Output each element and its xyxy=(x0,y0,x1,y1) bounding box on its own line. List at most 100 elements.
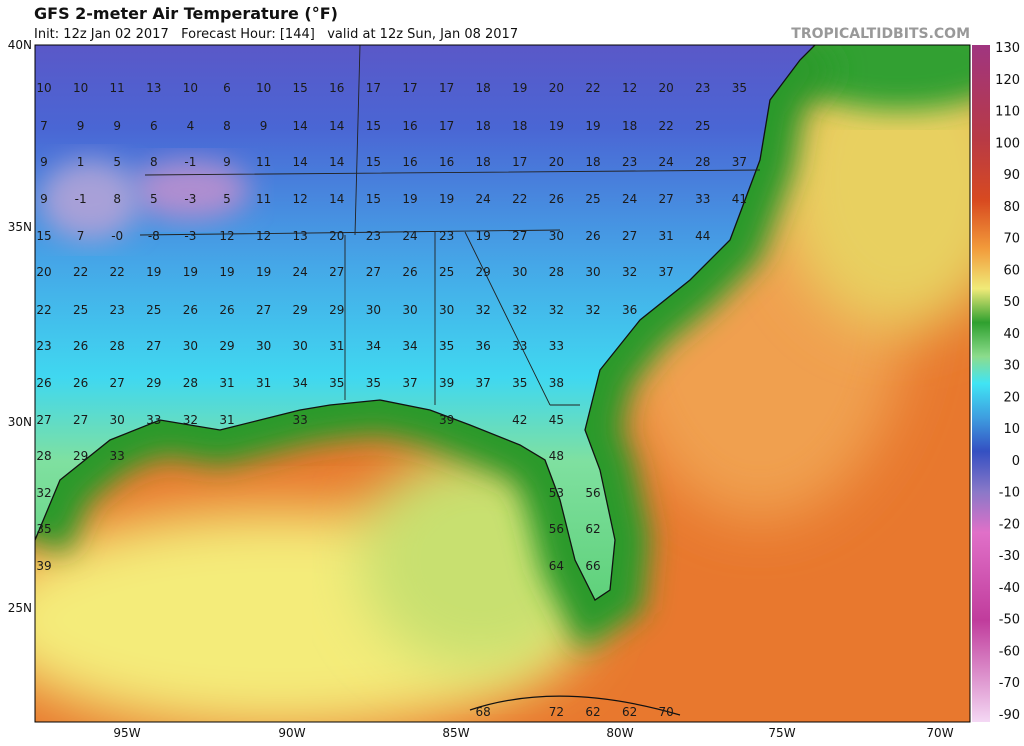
colorbar-label: 10 xyxy=(1003,422,1020,437)
station-value: 36 xyxy=(622,303,637,317)
station-value: 30 xyxy=(585,265,600,279)
station-value: 32 xyxy=(36,486,51,500)
station-value: 5 xyxy=(113,155,121,169)
station-value: 30 xyxy=(512,265,527,279)
station-value: 28 xyxy=(110,339,125,353)
station-value: 17 xyxy=(439,119,454,133)
station-value: 1 xyxy=(77,155,85,169)
station-value: 19 xyxy=(146,265,161,279)
station-value: 32 xyxy=(549,303,564,317)
station-value: 28 xyxy=(549,265,564,279)
station-value: 62 xyxy=(622,705,637,719)
station-value: 35 xyxy=(366,376,381,390)
station-value: 27 xyxy=(146,339,161,353)
colorbar-label: 70 xyxy=(1003,232,1020,247)
station-value: 16 xyxy=(402,155,417,169)
station-value: 37 xyxy=(659,265,674,279)
station-value: 17 xyxy=(439,81,454,95)
station-value: 24 xyxy=(402,229,417,243)
station-value: 30 xyxy=(439,303,454,317)
colorbar-label: -10 xyxy=(999,486,1020,501)
station-value: 17 xyxy=(366,81,381,95)
station-value: 20 xyxy=(549,81,564,95)
station-value: 30 xyxy=(549,229,564,243)
station-value: 27 xyxy=(366,265,381,279)
station-value: 33 xyxy=(695,192,710,206)
station-value: 29 xyxy=(219,339,234,353)
station-value: 12 xyxy=(622,81,637,95)
station-value: 22 xyxy=(110,265,125,279)
station-value: 27 xyxy=(329,265,344,279)
station-value: 23 xyxy=(36,339,51,353)
colorbar-label: 50 xyxy=(1003,295,1020,310)
colorbar-label: 100 xyxy=(995,136,1020,151)
station-value: 20 xyxy=(659,81,674,95)
station-value: 29 xyxy=(293,303,308,317)
title: GFS 2-meter Air Temperature (°F) xyxy=(34,4,338,23)
longitude-label: 90W xyxy=(278,726,305,740)
station-value: 19 xyxy=(585,119,600,133)
colorbar xyxy=(972,45,990,722)
station-value: 38 xyxy=(549,376,564,390)
station-value: 31 xyxy=(219,413,234,427)
longitude-label: 85W xyxy=(442,726,469,740)
brand: TROPICALTIDBITS.COM xyxy=(791,26,970,42)
colorbar-label: 40 xyxy=(1003,327,1020,342)
station-value: 12 xyxy=(256,229,271,243)
station-value: -0 xyxy=(111,229,123,243)
station-value: 30 xyxy=(183,339,198,353)
station-value: 26 xyxy=(402,265,417,279)
station-value: 24 xyxy=(293,265,308,279)
station-value: 8 xyxy=(113,192,121,206)
station-value: 29 xyxy=(146,376,161,390)
station-value: 25 xyxy=(73,303,88,317)
station-value: 34 xyxy=(293,376,308,390)
station-value: 23 xyxy=(110,303,125,317)
station-value: 35 xyxy=(36,522,51,536)
station-value: 32 xyxy=(622,265,637,279)
station-value: 19 xyxy=(183,265,198,279)
colorbar-label: -50 xyxy=(999,613,1020,628)
station-value: 23 xyxy=(439,229,454,243)
longitude-label: 80W xyxy=(606,726,633,740)
station-value: 14 xyxy=(329,192,344,206)
station-value: 14 xyxy=(329,119,344,133)
station-value: 33 xyxy=(549,339,564,353)
station-value: 41 xyxy=(732,192,747,206)
station-value: 27 xyxy=(659,192,674,206)
colorbar-label: 80 xyxy=(1003,200,1020,215)
station-value: 6 xyxy=(223,81,231,95)
longitude-label: 70W xyxy=(926,726,953,740)
station-value: 35 xyxy=(732,81,747,95)
station-value: 26 xyxy=(183,303,198,317)
station-value: 10 xyxy=(36,81,51,95)
station-value: 18 xyxy=(585,155,600,169)
station-value: 25 xyxy=(439,265,454,279)
colorbar-label: 90 xyxy=(1003,168,1020,183)
station-value: 9 xyxy=(113,119,121,133)
station-value: 12 xyxy=(219,229,234,243)
station-value: 32 xyxy=(476,303,491,317)
station-value: 31 xyxy=(219,376,234,390)
colorbar-label: 110 xyxy=(995,105,1020,120)
station-value: 33 xyxy=(110,449,125,463)
colorbar-label: 0 xyxy=(1012,454,1020,469)
colorbar-label: 20 xyxy=(1003,390,1020,405)
station-value: 18 xyxy=(476,81,491,95)
station-value: 27 xyxy=(256,303,271,317)
station-value: 27 xyxy=(110,376,125,390)
station-value: 22 xyxy=(659,119,674,133)
station-value: 30 xyxy=(256,339,271,353)
station-value: 48 xyxy=(549,449,564,463)
station-value: 34 xyxy=(366,339,381,353)
station-value: 20 xyxy=(549,155,564,169)
station-value: 31 xyxy=(329,339,344,353)
station-value: 25 xyxy=(695,119,710,133)
colorbar-label: -20 xyxy=(999,517,1020,532)
station-value: 26 xyxy=(36,376,51,390)
station-value: 62 xyxy=(585,705,600,719)
station-value: 15 xyxy=(366,119,381,133)
station-value: 9 xyxy=(223,155,231,169)
station-value: 22 xyxy=(73,265,88,279)
station-value: 72 xyxy=(549,705,564,719)
